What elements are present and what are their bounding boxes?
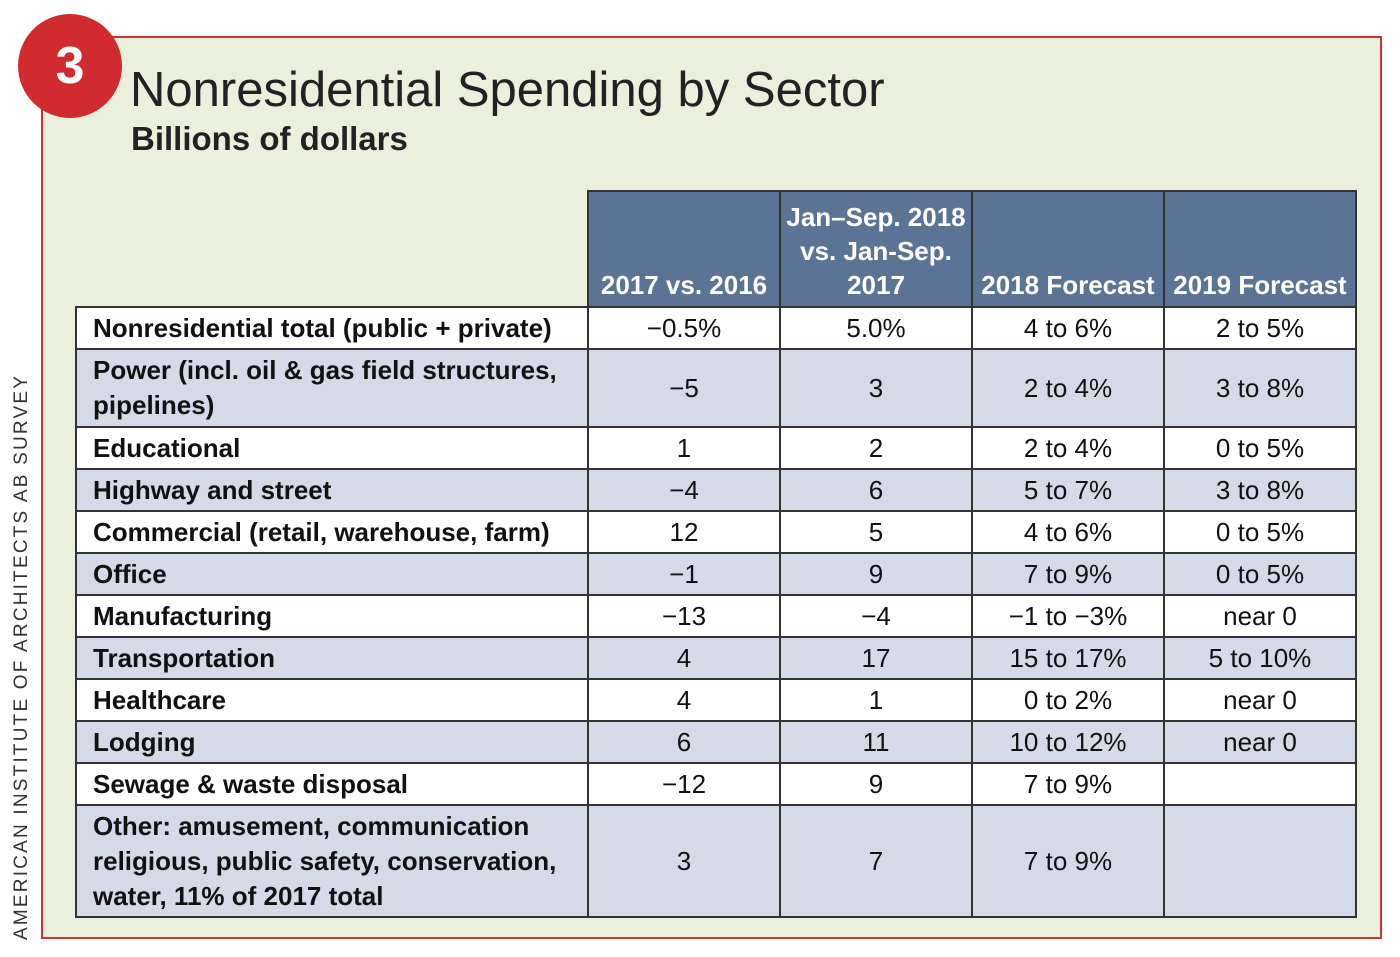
header-blank-cell: [76, 191, 588, 307]
row-label: Other: amusement, communication religiou…: [75, 804, 589, 918]
cell-value: 3: [587, 804, 781, 918]
table-row: Other: amusement, communication religiou…: [75, 804, 1357, 918]
table-row: Sewage & waste disposal −12 9 7 to 9%: [75, 762, 1357, 806]
cell-value: −4: [779, 594, 973, 638]
cell-value: 4 to 6%: [971, 306, 1165, 350]
cell-value: 2 to 5%: [1163, 306, 1357, 350]
cell-value: 2 to 4%: [971, 426, 1165, 470]
cell-value: 5: [779, 510, 973, 554]
cell-value: 15 to 17%: [971, 636, 1165, 680]
cell-value: [1163, 762, 1357, 806]
cell-value: 0 to 2%: [971, 678, 1165, 722]
cell-value: 2 to 4%: [971, 348, 1165, 428]
header-2018-forecast: 2018 Forecast: [971, 190, 1165, 308]
cell-value: 12: [587, 510, 781, 554]
cell-value: 6: [779, 468, 973, 512]
cell-value: 7 to 9%: [971, 552, 1165, 596]
header-jan-sep-2018: Jan–Sep. 2018 vs. Jan-Sep. 2017: [779, 190, 973, 308]
table-row: Office −1 9 7 to 9% 0 to 5%: [75, 552, 1357, 596]
cell-value: 1: [587, 426, 781, 470]
cell-value: −13: [587, 594, 781, 638]
cell-value: 5 to 10%: [1163, 636, 1357, 680]
row-label: Power (incl. oil & gas field structures,…: [75, 348, 589, 428]
table-row: Educational 1 2 2 to 4% 0 to 5%: [75, 426, 1357, 470]
cell-value: 3: [779, 348, 973, 428]
cell-value: near 0: [1163, 720, 1357, 764]
header-2019-forecast: 2019 Forecast: [1163, 190, 1357, 308]
cell-value: 5.0%: [779, 306, 973, 350]
table-row: Nonresidential total (public + private) …: [75, 306, 1357, 350]
cell-value: near 0: [1163, 594, 1357, 638]
cell-value: 0 to 5%: [1163, 426, 1357, 470]
table-row: Highway and street −4 6 5 to 7% 3 to 8%: [75, 468, 1357, 512]
source-credit: AMERICAN INSTITUTE OF ARCHITECTS AB SURV…: [11, 373, 32, 940]
header-2017-vs-2016: 2017 vs. 2016: [587, 190, 781, 308]
cell-value: 3 to 8%: [1163, 468, 1357, 512]
row-label: Office: [75, 552, 589, 596]
row-label: Transportation: [75, 636, 589, 680]
cell-value: 7 to 9%: [971, 762, 1165, 806]
cell-value: 7 to 9%: [971, 804, 1165, 918]
cell-value: −0.5%: [587, 306, 781, 350]
cell-value: 4: [587, 636, 781, 680]
cell-value: 17: [779, 636, 973, 680]
cell-value: 0 to 5%: [1163, 552, 1357, 596]
table-row: Healthcare 4 1 0 to 2% near 0: [75, 678, 1357, 722]
cell-value: 4: [587, 678, 781, 722]
cell-value: 10 to 12%: [971, 720, 1165, 764]
header-row: 2017 vs. 2016 Jan–Sep. 2018 vs. Jan-Sep.…: [76, 190, 1357, 308]
cell-value: −4: [587, 468, 781, 512]
table-row: Transportation 4 17 15 to 17% 5 to 10%: [75, 636, 1357, 680]
table-row: Commercial (retail, warehouse, farm) 12 …: [75, 510, 1357, 554]
table-row: Power (incl. oil & gas field structures,…: [75, 348, 1357, 428]
figure-number-badge: 3: [18, 14, 122, 118]
row-label: Nonresidential total (public + private): [75, 306, 589, 350]
cell-value: near 0: [1163, 678, 1357, 722]
page-title: Nonresidential Spending by Sector: [130, 63, 885, 117]
spending-table: 2017 vs. 2016 Jan–Sep. 2018 vs. Jan-Sep.…: [75, 190, 1357, 918]
cell-value: 0 to 5%: [1163, 510, 1357, 554]
cell-value: 7: [779, 804, 973, 918]
table-row: Lodging 6 11 10 to 12% near 0: [75, 720, 1357, 764]
row-label: Sewage & waste disposal: [75, 762, 589, 806]
cell-value: 9: [779, 552, 973, 596]
cell-value: [1163, 804, 1357, 918]
row-label: Healthcare: [75, 678, 589, 722]
cell-value: 11: [779, 720, 973, 764]
cell-value: 1: [779, 678, 973, 722]
cell-value: −12: [587, 762, 781, 806]
cell-value: −1 to −3%: [971, 594, 1165, 638]
page-subtitle: Billions of dollars: [131, 120, 408, 157]
row-label: Manufacturing: [75, 594, 589, 638]
cell-value: 6: [587, 720, 781, 764]
table-row: Manufacturing −13 −4 −1 to −3% near 0: [75, 594, 1357, 638]
row-label: Educational: [75, 426, 589, 470]
cell-value: 5 to 7%: [971, 468, 1165, 512]
row-label: Lodging: [75, 720, 589, 764]
cell-value: 3 to 8%: [1163, 348, 1357, 428]
cell-value: 2: [779, 426, 973, 470]
cell-value: −5: [587, 348, 781, 428]
row-label: Commercial (retail, warehouse, farm): [75, 510, 589, 554]
cell-value: 9: [779, 762, 973, 806]
cell-value: 4 to 6%: [971, 510, 1165, 554]
cell-value: −1: [587, 552, 781, 596]
row-label: Highway and street: [75, 468, 589, 512]
